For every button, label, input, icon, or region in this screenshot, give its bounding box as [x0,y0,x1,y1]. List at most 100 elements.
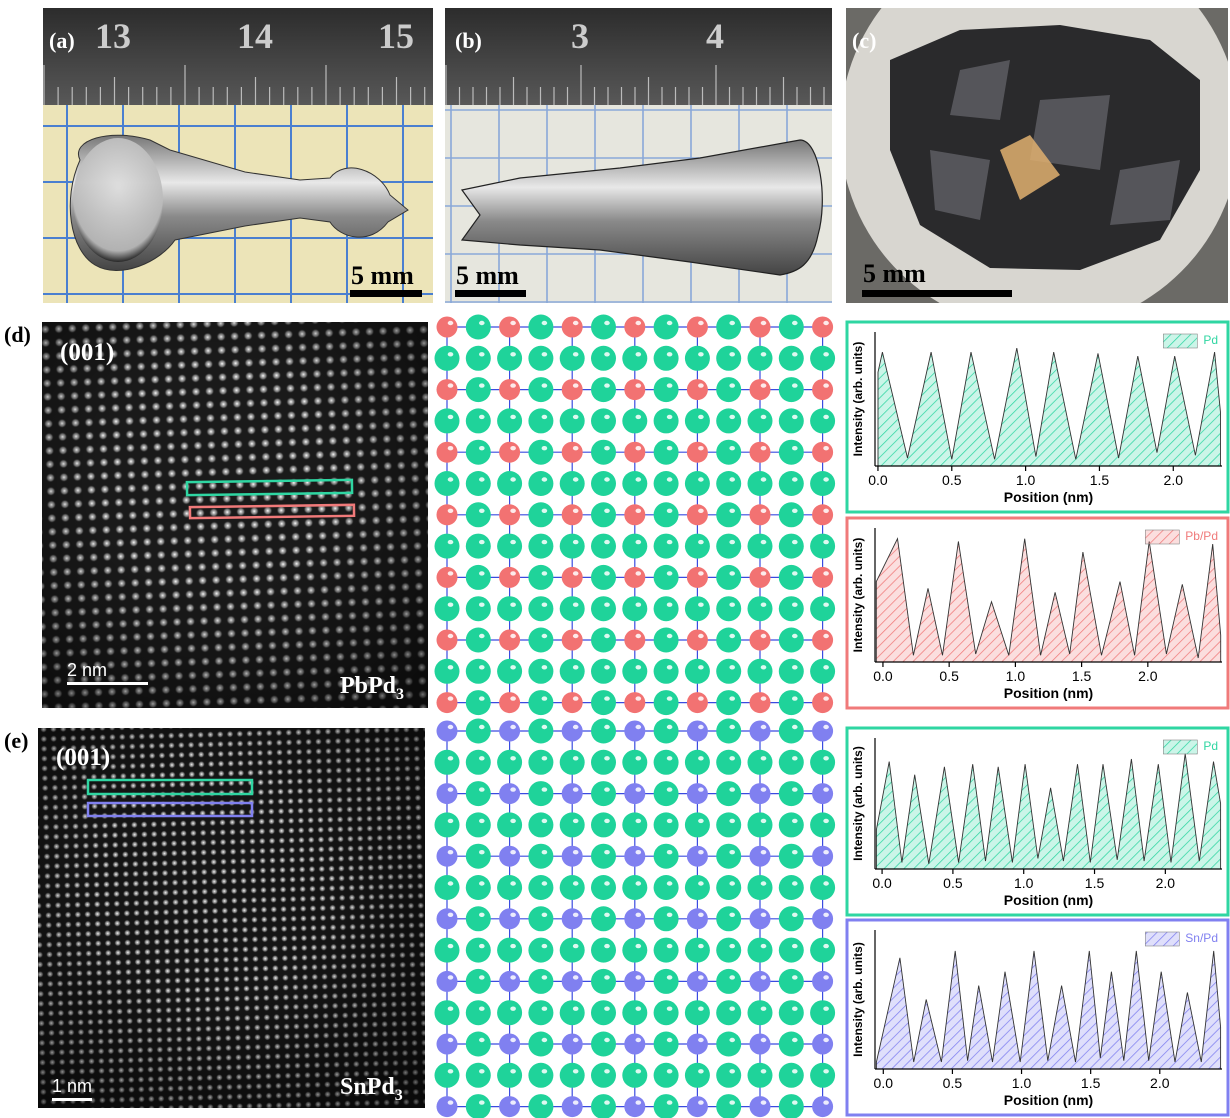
atom-highlight [761,383,767,387]
atom [435,1000,460,1025]
atom [687,567,708,588]
atom [685,1063,710,1088]
atom-highlight [823,509,829,513]
atom [560,534,585,559]
atom-highlight [823,603,829,607]
atom-highlight [604,787,610,791]
atom-highlight [636,415,642,419]
atom [528,969,553,994]
atom [685,750,710,775]
atom [560,659,585,684]
atom [528,1032,553,1057]
atom [591,812,616,837]
atom [499,442,520,463]
atom-highlight [729,571,735,575]
atom [466,1094,491,1118]
atom [528,659,553,684]
atom-highlight [823,1038,829,1042]
atom-highlight [792,850,798,854]
atom [654,377,679,402]
atom [624,379,645,400]
atom-highlight [792,321,798,325]
atom-highlight [573,850,579,854]
atom-highlight [479,446,485,450]
atom [716,1094,741,1118]
atom-highlight [573,540,579,544]
atom-highlight [823,446,829,450]
atom-highlight [823,819,829,823]
atom-highlight [729,1100,735,1104]
atom-highlight [729,665,735,669]
atom [528,1000,553,1025]
atom [560,938,585,963]
legend-swatch [1145,530,1179,544]
atom [716,906,741,931]
atom-highlight [510,819,516,823]
atom [750,692,771,713]
atom-highlight [636,756,642,760]
atom-highlight [510,571,516,575]
atom [685,596,710,621]
atom [716,596,741,621]
atom-highlight [761,603,767,607]
atom [497,346,522,371]
atom-highlight [479,415,485,419]
atom [716,1063,741,1088]
atom [750,721,771,742]
atom [654,346,679,371]
atom [716,781,741,806]
atom-highlight [542,571,548,575]
x-tick-label: 0.0 [872,875,892,891]
atom [685,534,710,559]
atom [499,1096,520,1117]
atom-highlight [636,352,642,356]
atom [528,315,553,340]
atom [591,719,616,744]
atom [812,1034,833,1055]
atom-highlight [542,1038,548,1042]
atom-highlight [510,725,516,729]
atom-highlight [448,881,454,885]
atom [779,315,804,340]
atom-highlight [667,819,673,823]
atom-highlight [479,571,485,575]
atom-highlight [510,787,516,791]
atom [499,504,520,525]
atom [591,969,616,994]
atom-highlight [823,477,829,481]
atom [779,628,804,653]
atom [466,1032,491,1057]
panel-label: (b) [455,28,482,53]
atom-highlight [510,446,516,450]
atom-highlight [542,1069,548,1073]
atom [591,659,616,684]
atom-highlight [698,756,704,760]
atom [562,971,583,992]
atom [560,750,585,775]
atom-highlight [448,975,454,979]
atom-highlight [667,1007,673,1011]
atom-highlight [667,881,673,885]
atom-highlight [604,725,610,729]
atom [560,346,585,371]
atom [748,875,773,900]
atom-highlight [604,1007,610,1011]
atom [750,504,771,525]
atom-highlight [761,819,767,823]
y-axis-title: Intensity (arb. units) [851,342,865,457]
atom [560,596,585,621]
tem-e: (001) 1 nm SnPd3 [38,728,425,1108]
atom [654,628,679,653]
atom-highlight [542,603,548,607]
atom-highlight [729,1007,735,1011]
atom-highlight [604,756,610,760]
atom [779,1094,804,1118]
atom [562,630,583,651]
legend-swatch [1163,740,1197,754]
panel-label: (e) [4,728,28,753]
atom-highlight [823,1007,829,1011]
atom [810,659,835,684]
atom-highlight [761,1100,767,1104]
atom-highlight [792,634,798,638]
atom [654,471,679,496]
